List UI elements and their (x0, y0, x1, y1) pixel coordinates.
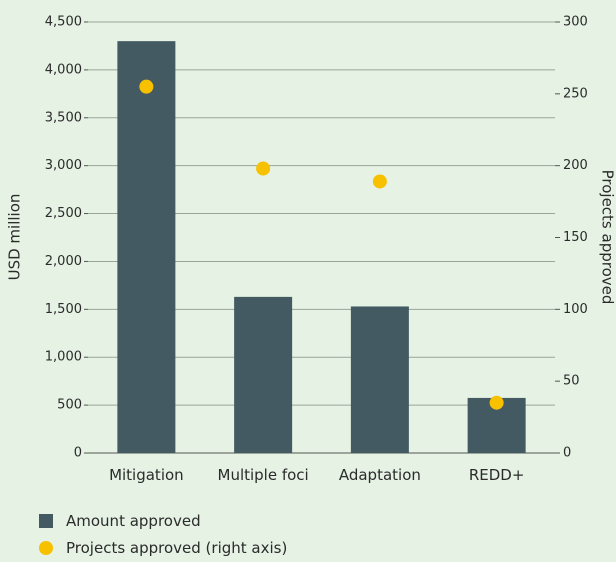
y2-tick-label: 250 (563, 86, 588, 101)
y2-tick-label: 150 (563, 230, 588, 245)
y2-tick-label: 100 (563, 302, 588, 317)
y-tick-label: 4,500 (45, 15, 82, 30)
legend-swatch (39, 541, 53, 555)
y-tick-label: 2,500 (45, 206, 82, 221)
y2-tick-label: 200 (563, 158, 588, 173)
point (256, 161, 271, 176)
point (489, 395, 504, 410)
y-tick-label: 1,000 (45, 350, 82, 365)
bar (350, 306, 409, 453)
y-tick-label: 3,000 (45, 158, 82, 173)
y-tick-label: 1,500 (45, 302, 82, 317)
x-tick-label: REDD+ (468, 466, 525, 484)
y-tick-label: 4,000 (45, 62, 82, 77)
bar (117, 41, 176, 454)
y-tick-label: 2,000 (45, 254, 82, 269)
point (139, 79, 154, 94)
y2-tick-label: 50 (563, 374, 580, 389)
x-tick-label: Adaptation (338, 466, 421, 484)
y-axis-label: USD million (6, 194, 24, 281)
y-tick-label: 0 (74, 446, 82, 461)
legend-label: Amount approved (66, 512, 201, 530)
y2-axis-label: Projects approved (599, 170, 616, 305)
x-tick-label: Mitigation (109, 466, 184, 484)
legend-swatch (39, 514, 53, 528)
y-tick-label: 500 (57, 398, 82, 413)
y-tick-label: 3,500 (45, 110, 82, 125)
point (372, 174, 387, 189)
legend-label: Projects approved (right axis) (66, 539, 288, 557)
y2-tick-label: 300 (563, 15, 588, 30)
y2-tick-label: 0 (563, 446, 571, 461)
x-tick-label: Multiple foci (217, 466, 309, 484)
bar (234, 296, 293, 453)
